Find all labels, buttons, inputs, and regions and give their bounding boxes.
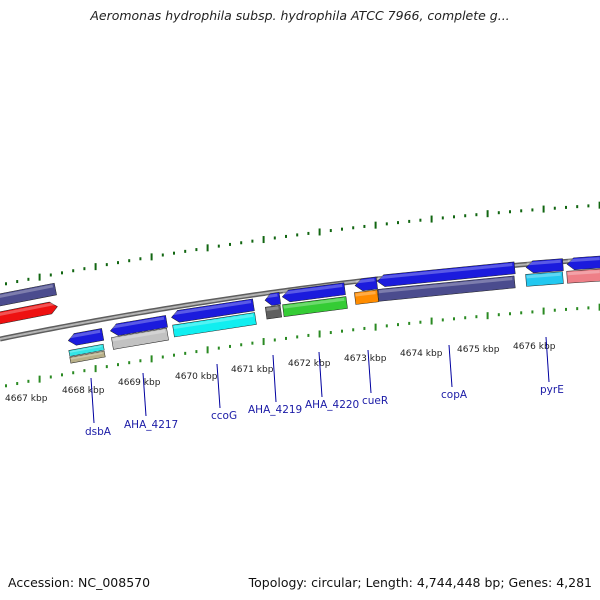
feature-copA-shape bbox=[376, 261, 516, 287]
feature-right-blue bbox=[566, 255, 600, 271]
feature-right-blue-gloss bbox=[567, 257, 600, 263]
feature-AHA_4220-green-shape bbox=[282, 296, 348, 317]
feature-pyrE-cyan-shape bbox=[525, 271, 564, 287]
feature-copA-slate-gloss bbox=[378, 277, 513, 294]
ruler-label: 4673 kbp bbox=[344, 354, 387, 364]
feature-dsbA-gloss bbox=[68, 329, 101, 339]
feature-left-slate-shape bbox=[0, 282, 57, 307]
map-title: Aeromonas hydrophila subsp. hydrophila A… bbox=[90, 8, 510, 23]
feature-ccoG-cyan bbox=[172, 312, 257, 338]
feature-ccoG-cyan-shape bbox=[172, 312, 257, 338]
feature-AHA_4219 bbox=[264, 292, 282, 306]
ruler-label: 4669 kbp bbox=[118, 378, 161, 388]
feature-AHA_4220-green-gloss bbox=[283, 297, 345, 309]
ruler-label: 4676 kbp bbox=[513, 342, 556, 352]
feature-AHA_4217-gloss bbox=[110, 316, 165, 329]
feature-copA-gloss bbox=[377, 263, 513, 280]
feature-dsbA-tan-gloss bbox=[70, 352, 103, 360]
feature-AHA_4219-grey-shape bbox=[264, 304, 283, 320]
feature-right-blue-shape bbox=[566, 255, 600, 271]
accession-text: Accession: NC_008570 bbox=[8, 575, 151, 590]
ruler-label: 4671 kbp bbox=[231, 365, 274, 375]
feature-left-slate bbox=[0, 282, 57, 307]
gene-label-AHA_4220: AHA_4220 bbox=[305, 399, 359, 411]
feature-cueR-orange bbox=[354, 289, 379, 305]
feature-pyrE-gloss bbox=[526, 259, 561, 266]
gene-label-pyrE: pyrE bbox=[540, 384, 564, 396]
feature-track bbox=[0, 255, 600, 364]
gene-label-AHA_4217: AHA_4217 bbox=[124, 419, 178, 431]
gene-leader-line bbox=[216, 363, 221, 409]
feature-dsbA-tan-shape bbox=[69, 350, 106, 364]
feature-ccoG-cyan-gloss bbox=[173, 313, 254, 329]
feature-dsbA-shape bbox=[67, 328, 105, 346]
feature-AHA_4219-gloss bbox=[265, 293, 278, 299]
feature-AHA_4220 bbox=[281, 282, 346, 303]
gene-leader-line bbox=[545, 336, 550, 383]
gene-label-cueR: cueR bbox=[362, 395, 388, 407]
feature-copA-slate bbox=[377, 275, 516, 302]
gene-leader-line bbox=[448, 344, 453, 388]
feature-cueR bbox=[354, 276, 378, 291]
feature-copA-slate-shape bbox=[377, 275, 516, 302]
feature-AHA_4219-grey-gloss bbox=[266, 306, 279, 312]
feature-dsbA-cyan bbox=[68, 343, 105, 357]
ruler-label: 4672 kbp bbox=[288, 359, 331, 369]
gene-label-copA: copA bbox=[441, 389, 468, 401]
feature-left-red-shape bbox=[0, 301, 58, 325]
feature-left-red-gloss bbox=[0, 302, 56, 317]
feature-AHA_4220-gloss bbox=[282, 284, 343, 295]
gene-leader-line bbox=[272, 354, 277, 403]
feature-ccoG bbox=[171, 298, 255, 323]
feature-AHA_4217-grey bbox=[111, 327, 169, 350]
feature-AHA_4219-grey bbox=[264, 304, 283, 320]
gene-label-ccoG: ccoG bbox=[211, 410, 237, 422]
ruler-labels: 4667 kbp 4668 kbp 4669 kbp 4670 kbp 4671 kbp… bbox=[5, 342, 556, 404]
tick-marks bbox=[5, 201, 600, 388]
feature-AHA_4220-green bbox=[282, 296, 348, 317]
ruler-label: 4674 kbp bbox=[400, 349, 443, 359]
topology-text: Topology: circular; Length: 4,744,448 bp… bbox=[248, 575, 592, 590]
feature-cueR-shape bbox=[354, 276, 378, 291]
feature-pyrE-cyan-gloss bbox=[526, 272, 561, 279]
feature-right-pink bbox=[566, 268, 600, 284]
feature-pyrE-shape bbox=[525, 258, 564, 274]
gene-leader-line bbox=[90, 377, 95, 424]
feature-AHA_4217-shape bbox=[110, 315, 168, 336]
feature-cueR-orange-shape bbox=[354, 289, 379, 305]
gene-label-AHA_4219: AHA_4219 bbox=[248, 404, 302, 416]
feature-AHA_4217-grey-shape bbox=[111, 327, 169, 350]
feature-right-pink-gloss bbox=[567, 270, 600, 276]
gene-label-dsbA: dsbA bbox=[85, 426, 112, 438]
ruler-label: 4675 kbp bbox=[457, 345, 500, 355]
gene-leader-line bbox=[318, 351, 323, 398]
feature-dsbA-tan bbox=[69, 350, 106, 364]
feature-AHA_4217 bbox=[110, 315, 168, 336]
feature-right-pink-shape bbox=[566, 268, 600, 284]
feature-left-red bbox=[0, 301, 58, 325]
feature-cueR-gloss bbox=[355, 278, 375, 284]
feature-cueR-orange-gloss bbox=[355, 291, 376, 297]
feature-dsbA-cyan-gloss bbox=[69, 345, 102, 353]
feature-ccoG-shape bbox=[171, 298, 255, 323]
ruler-label: 4670 kbp bbox=[175, 372, 218, 382]
feature-dsbA bbox=[67, 328, 105, 346]
feature-pyrE-cyan bbox=[525, 271, 564, 287]
feature-AHA_4219-shape bbox=[264, 292, 282, 306]
gene-leader-line bbox=[367, 349, 372, 394]
gene-leader-line bbox=[142, 372, 147, 417]
ruler-label: 4667 kbp bbox=[5, 394, 48, 404]
feature-copA bbox=[376, 261, 516, 287]
ruler-label: 4668 kbp bbox=[62, 386, 105, 396]
feature-AHA_4217-grey-gloss bbox=[112, 329, 166, 342]
gene-labels: dsbA AHA_4217 ccoG AHA_4219 AHA_4220 cueR copA… bbox=[85, 336, 564, 438]
feature-dsbA-cyan-shape bbox=[68, 343, 105, 357]
feature-left-slate-gloss bbox=[0, 284, 54, 299]
feature-AHA_4220-shape bbox=[281, 282, 346, 303]
feature-ccoG-gloss bbox=[171, 300, 252, 316]
feature-pyrE bbox=[525, 258, 564, 274]
